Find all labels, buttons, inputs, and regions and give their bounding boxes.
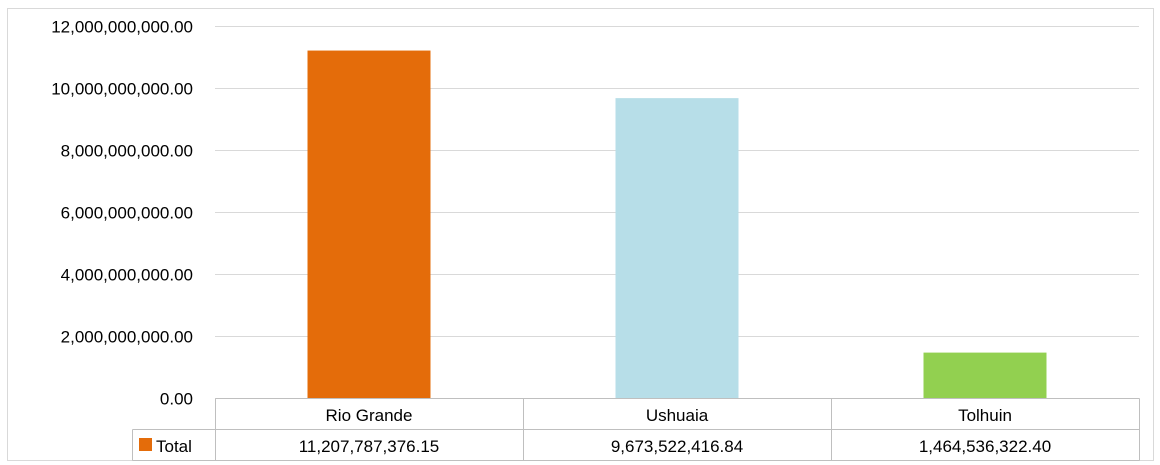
table-value-cell: 11,207,787,376.15 (299, 437, 440, 456)
table-value-cell: 9,673,522,416.84 (611, 437, 743, 456)
bar (923, 352, 1047, 398)
data-table: Rio Grande 11,207,787,376.15 Ushuaia 9,673,… (132, 398, 1140, 461)
x-category-label: Tolhuin (958, 406, 1012, 425)
y-axis-tick-labels: 0.00 2,000,000,000.00 4,000,000,000.00 6,00… (51, 18, 193, 409)
y-tick-label: 0.00 (160, 390, 193, 409)
y-tick-label: 10,000,000,000.00 (51, 80, 193, 99)
legend-swatch (139, 438, 152, 451)
y-tick-label: 2,000,000,000.00 (61, 328, 193, 347)
y-tick-label: 12,000,000,000.00 (51, 18, 193, 37)
y-tick-label: 4,000,000,000.00 (61, 266, 193, 285)
y-tick-label: 6,000,000,000.00 (61, 204, 193, 223)
x-category-label: Ushuaia (646, 406, 709, 425)
bars (307, 50, 1047, 399)
bar (615, 98, 739, 399)
table-value-cell: 1,464,536,322.40 (919, 437, 1051, 456)
y-tick-label: 8,000,000,000.00 (61, 142, 193, 161)
table-row-label: Total (156, 437, 192, 456)
x-category-label: Rio Grande (326, 406, 413, 425)
bar (307, 50, 431, 398)
